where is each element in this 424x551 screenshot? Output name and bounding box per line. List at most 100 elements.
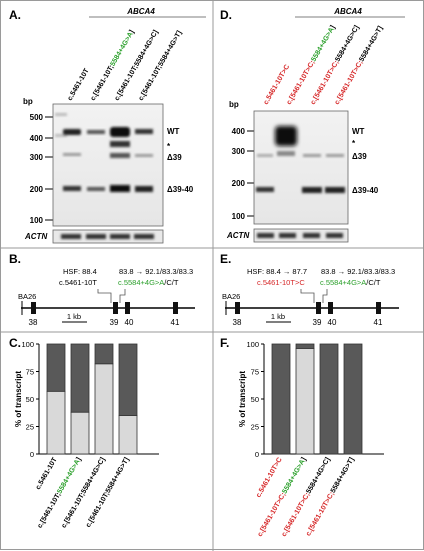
bar-segment-light	[94, 363, 114, 455]
panel-e-var1: c.5461-10T>C	[257, 278, 305, 287]
panel-a-bp-label: bp	[23, 97, 33, 106]
y-tick-label: 75	[26, 368, 34, 377]
bp-tick-d-100: 100	[232, 212, 246, 221]
exon-e-label-40: 40	[328, 318, 337, 327]
panel-d-gene: ABCA4	[333, 7, 362, 16]
bar-segment-dark	[343, 343, 363, 455]
panel-a-label: A.	[9, 8, 21, 22]
exon-e-41	[376, 302, 381, 314]
panel-a-actn-label: ACTN	[24, 232, 47, 241]
panel-d-label: D.	[220, 8, 232, 22]
panel-a-gene: ABCA4	[126, 7, 155, 16]
bar-segment-dark	[271, 343, 291, 455]
panel-d-actn-gel	[253, 228, 349, 243]
lane-label-d3: c.[5461-10T>C;5584+4G>C]	[310, 24, 361, 106]
lane-label-a3: c.[5461-10T;5584+4G>C]	[114, 29, 160, 102]
panel-d-gel	[253, 110, 349, 225]
bp-tick-d-300: 300	[232, 147, 246, 156]
panel-b-score: 83.8 → 92.1/83.3/83.3	[119, 267, 193, 276]
bar-segment-dark	[46, 343, 66, 392]
f-xlabel-4: c.[5461-10T>C;5584+4G>T]	[305, 457, 356, 538]
panel-b: B. HSF: 88.4 c.5461-10T 83.8 → 92.1/83.3…	[9, 252, 195, 327]
panel-c-ylabel: % of transcript	[14, 371, 23, 427]
bp-tick-500: 500	[30, 113, 44, 122]
y-tick-label: 25	[251, 423, 259, 432]
y-tick-label: 0	[255, 450, 259, 459]
exon-e-39	[316, 302, 321, 314]
panel-a-bp-ticks: 500 400 300 200 100	[30, 113, 53, 225]
bp-tick-400: 400	[30, 134, 44, 143]
bp-tick-100: 100	[30, 216, 44, 225]
panel-d-bp-label: bp	[229, 100, 239, 109]
exon-e-38	[235, 302, 240, 314]
c-xlabel-2: c.[5461-10T;5584+4G>A]	[37, 457, 83, 530]
panel-e-score: 83.8 → 92.1/83.3/83.3	[321, 267, 395, 276]
y-tick-label: 25	[26, 423, 34, 432]
panel-b-var2: c.5584+4G>A/C/T	[118, 278, 179, 287]
panel-c-chart: 0 25 50 75 100	[21, 340, 159, 459]
panel-b-scale: 1 kb	[67, 312, 81, 321]
c-xlabel-4: c.[5461-10T;5584+4G>T]	[85, 457, 131, 529]
panel-e-hsf: HSF: 88.4 → 87.7	[247, 267, 307, 276]
band-label-d3940: Δ39-40	[167, 185, 194, 194]
bar-segment-light	[118, 415, 138, 455]
band-label-wt: WT	[167, 127, 180, 136]
f-xlabel-1: c.5461-10T>C	[255, 457, 284, 499]
lane-label-a4: c.[5461-10T;5584+4G>T]	[138, 30, 184, 102]
y-tick-label: 75	[251, 368, 259, 377]
y-tick-label: 100	[21, 340, 34, 349]
y-tick-label: 50	[26, 395, 34, 404]
band-label-d-d3940: Δ39-40	[352, 186, 379, 195]
c-xlabel-3: c.[5461-10T;5584+4G>C]	[61, 457, 107, 530]
panel-d-actn-label: ACTN	[226, 231, 249, 240]
panel-a-band-labels: WT * Δ39 Δ39-40	[167, 127, 194, 194]
panel-e-var2: c.5584+4G>A/C/T	[320, 278, 381, 287]
exon-38	[31, 302, 36, 314]
bar-segment-dark	[295, 343, 315, 349]
panel-f: F. % of transcript 0 25 50 75 100 c.5461-10T…	[220, 336, 384, 538]
panel-f-chart: 0 25 50 75 100	[246, 340, 384, 459]
exon-40	[125, 302, 130, 314]
panel-e: E. HSF: 88.4 → 87.7 c.5461-10T>C 83.8 → …	[220, 252, 399, 327]
panel-a-actn-gel	[52, 229, 164, 244]
panel-b-var1: c.5461-10T	[59, 278, 97, 287]
bar-segment-light	[295, 347, 315, 455]
bar-segment-dark	[70, 343, 90, 413]
bp-tick-d-200: 200	[232, 179, 246, 188]
bar-segment-dark	[118, 343, 138, 416]
bp-tick-200: 200	[30, 185, 44, 194]
panel-a-gel	[52, 103, 164, 227]
panel-d-band-labels: WT * Δ39 Δ39-40	[352, 127, 379, 195]
exon-e-40	[328, 302, 333, 314]
y-tick-label: 0	[30, 450, 34, 459]
panel-a-lane-labels: c.5461-10T c.[5461-10T;5584+4G>A] c.[546…	[67, 29, 184, 102]
lane-label-d4: c.[5461-10T>C;5584+4G>T]	[334, 25, 385, 106]
panel-f-ylabel: % of transcript	[238, 371, 247, 427]
y-tick-label: 100	[246, 340, 259, 349]
lane-label-d2: c.[5461-10T>C;5584+4G>A]	[286, 24, 337, 106]
bar-segment-light	[70, 411, 90, 455]
panel-c-xlabels: c.5461-10T c.[5461-10T;5584+4G>A] c.[546…	[35, 456, 131, 530]
bar-segment-dark	[94, 343, 114, 365]
panel-d: D. ABCA4 c.5461-10T>C c.[5461-10T>C;5584…	[220, 7, 405, 243]
exon-41	[173, 302, 178, 314]
panel-b-label: B.	[9, 252, 21, 266]
panel-f-label: F.	[220, 336, 229, 350]
exon-label-41: 41	[171, 318, 180, 327]
band-label-d-d39: Δ39	[352, 152, 367, 161]
exon-label-39: 39	[110, 318, 119, 327]
lane-label-a1: c.5461-10T	[67, 67, 91, 102]
band-label-d39: Δ39	[167, 153, 182, 162]
c-xlabel-1: c.5461-10T	[35, 456, 59, 491]
exon-e-label-39: 39	[313, 318, 322, 327]
exon-e-label-38: 38	[233, 318, 242, 327]
bar-segment-light	[46, 390, 66, 455]
lane-label-a2: c.[5461-10T;5584+4G>A]	[90, 29, 136, 102]
panel-c: C. % of transcript 0 25 50 75 100 c.5461-10T…	[9, 336, 159, 529]
panel-f-xlabels: c.5461-10T>C c.[5461-10T>C;5584+4G>A] c.…	[255, 457, 356, 539]
exon-label-38: 38	[29, 318, 38, 327]
panel-e-scale: 1 kb	[271, 312, 285, 321]
bar-segment-dark	[319, 343, 339, 455]
panel-c-label: C.	[9, 336, 21, 350]
